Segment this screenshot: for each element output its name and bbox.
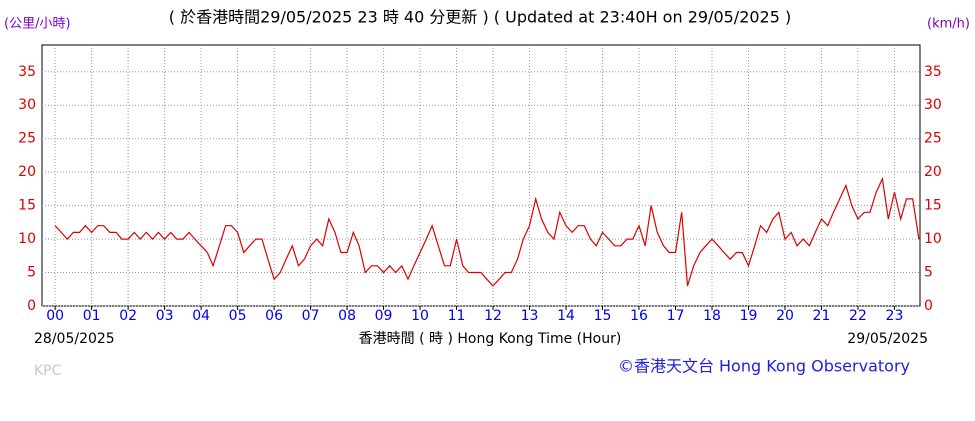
y2-axis-label: (km/h) — [927, 17, 970, 32]
y2-tick-label: 10 — [924, 231, 942, 247]
x-tick-label: 22 — [849, 308, 867, 324]
x-tick-label: 13 — [521, 308, 539, 324]
y-tick-label: 15 — [18, 198, 36, 214]
y2-tick-label: 25 — [924, 131, 942, 147]
x-tick-label: 04 — [192, 308, 210, 324]
x-tick-label: 23 — [886, 308, 904, 324]
y-tick-label: 35 — [18, 64, 36, 80]
x-tick-label: 03 — [156, 308, 174, 324]
x-tick-label: 10 — [411, 308, 429, 324]
y2-tick-label: 20 — [924, 164, 942, 180]
credit: ©香港天文台 Hong Kong Observatory — [618, 357, 910, 376]
x-tick-label: 17 — [667, 308, 685, 324]
x-tick-label: 05 — [229, 308, 247, 324]
y2-tick-label: 35 — [924, 64, 942, 80]
y2-tick-label: 5 — [924, 265, 933, 281]
x-tick-label: 19 — [740, 308, 758, 324]
x-tick-label: 02 — [119, 308, 137, 324]
y-tick-label: 25 — [18, 131, 36, 147]
x-tick-label: 01 — [83, 308, 101, 324]
plot-area — [41, 44, 921, 307]
y2-tick-label: 15 — [924, 198, 942, 214]
x-tick-label: 18 — [703, 308, 721, 324]
x-tick-label: 15 — [594, 308, 612, 324]
x-tick-label: 00 — [46, 308, 64, 324]
x-axis-label: 香港時間 ( 時 ) Hong Kong Time (Hour) — [359, 331, 622, 347]
x-tick-label: 07 — [302, 308, 320, 324]
x-tick-label: 09 — [375, 308, 393, 324]
x-tick-label: 11 — [448, 308, 466, 324]
x-tick-label: 12 — [484, 308, 502, 324]
y-tick-label: 0 — [27, 298, 36, 314]
start-date: 28/05/2025 — [34, 331, 115, 347]
y-tick-label: 5 — [27, 265, 36, 281]
station-code: KPC — [34, 363, 62, 379]
end-date: 29/05/2025 — [847, 331, 928, 347]
y2-tick-label: 30 — [924, 97, 942, 113]
x-tick-label: 06 — [265, 308, 283, 324]
x-tick-label: 08 — [338, 308, 356, 324]
data-line — [54, 176, 920, 287]
y2-tick-label: 0 — [924, 298, 933, 314]
x-tick-label: 14 — [557, 308, 575, 324]
chart-title: ( 於香港時間29/05/2025 23 時 40 分更新 ) ( Update… — [169, 8, 792, 27]
y-tick-label: 10 — [18, 231, 36, 247]
x-tick-label: 21 — [813, 308, 831, 324]
y-tick-label: 20 — [18, 164, 36, 180]
x-tick-label: 20 — [776, 308, 794, 324]
y-axis-label: (公里/小時) — [4, 17, 71, 32]
y-tick-label: 30 — [18, 97, 36, 113]
x-tick-label: 16 — [630, 308, 648, 324]
